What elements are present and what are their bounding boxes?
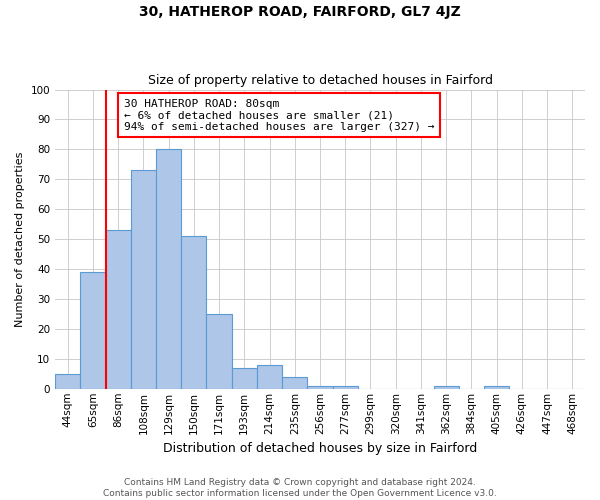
- Bar: [484, 386, 509, 389]
- Bar: [307, 386, 332, 389]
- Text: Contains HM Land Registry data © Crown copyright and database right 2024.
Contai: Contains HM Land Registry data © Crown c…: [103, 478, 497, 498]
- Y-axis label: Number of detached properties: Number of detached properties: [15, 152, 25, 327]
- Bar: [131, 170, 156, 389]
- X-axis label: Distribution of detached houses by size in Fairford: Distribution of detached houses by size …: [163, 442, 477, 455]
- Bar: [257, 365, 282, 389]
- Bar: [282, 377, 307, 389]
- Bar: [80, 272, 106, 389]
- Bar: [181, 236, 206, 389]
- Bar: [232, 368, 257, 389]
- Bar: [106, 230, 131, 389]
- Text: 30, HATHEROP ROAD, FAIRFORD, GL7 4JZ: 30, HATHEROP ROAD, FAIRFORD, GL7 4JZ: [139, 5, 461, 19]
- Bar: [332, 386, 358, 389]
- Bar: [206, 314, 232, 389]
- Bar: [55, 374, 80, 389]
- Bar: [156, 150, 181, 389]
- Bar: [434, 386, 459, 389]
- Title: Size of property relative to detached houses in Fairford: Size of property relative to detached ho…: [148, 74, 493, 87]
- Text: 30 HATHEROP ROAD: 80sqm
← 6% of detached houses are smaller (21)
94% of semi-det: 30 HATHEROP ROAD: 80sqm ← 6% of detached…: [124, 98, 434, 132]
